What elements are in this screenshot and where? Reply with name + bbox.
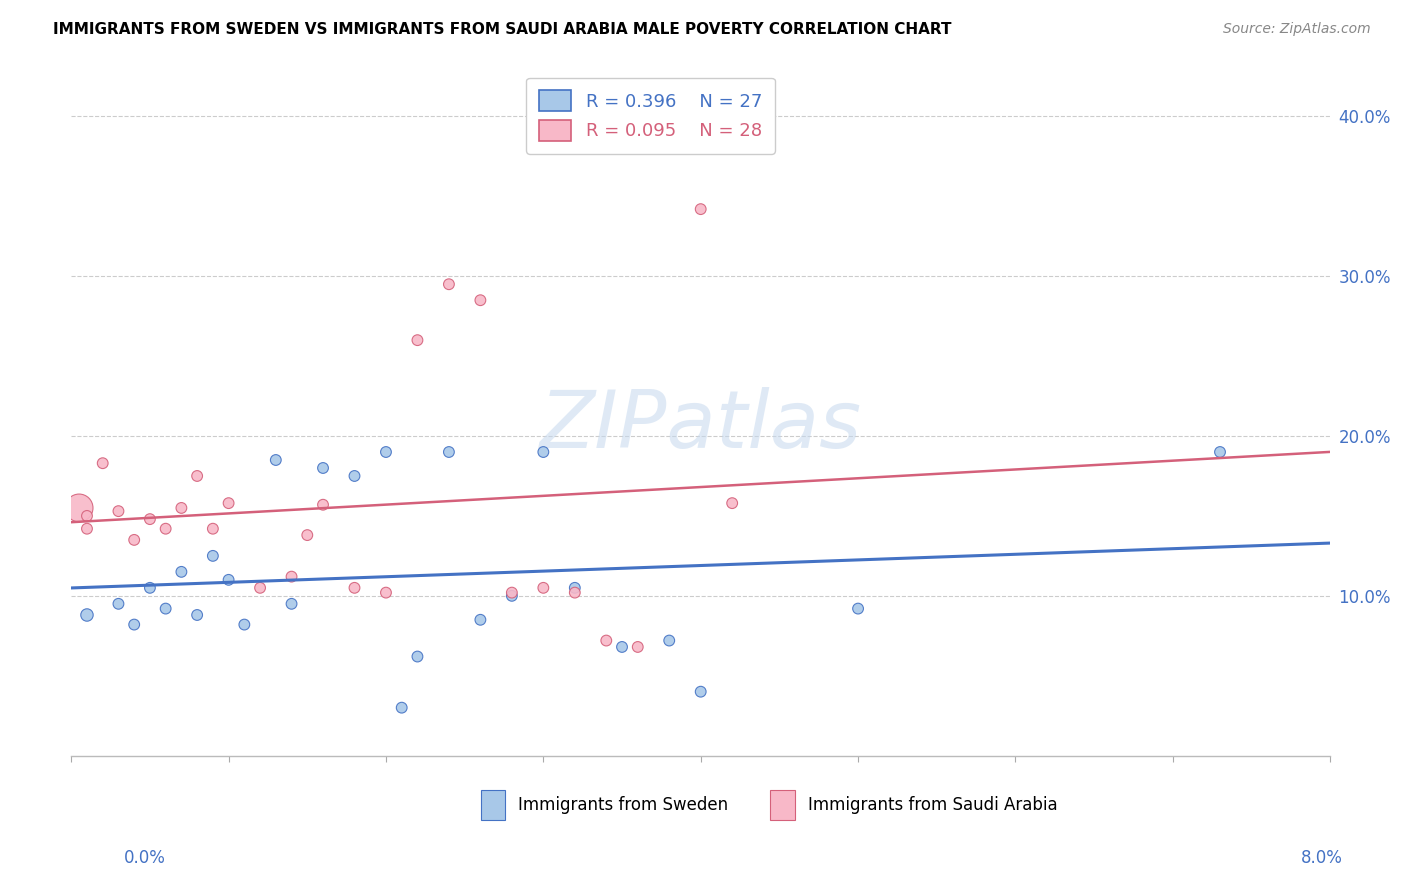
Point	[76, 522, 98, 536]
Point	[721, 496, 744, 510]
Legend: R = 0.396    N = 27, R = 0.095    N = 28: R = 0.396 N = 27, R = 0.095 N = 28	[526, 78, 775, 153]
Point	[155, 601, 177, 615]
Text: Immigrants from Saudi Arabia: Immigrants from Saudi Arabia	[807, 796, 1057, 814]
Point	[470, 613, 492, 627]
Point	[689, 684, 711, 698]
Point	[249, 581, 271, 595]
Point	[531, 445, 554, 459]
Point	[375, 585, 398, 599]
Text: 8.0%: 8.0%	[1301, 849, 1343, 867]
Point	[501, 585, 523, 599]
Point	[280, 569, 302, 583]
Point	[76, 607, 98, 622]
Point	[218, 573, 240, 587]
Point	[846, 601, 869, 615]
Point	[201, 522, 224, 536]
Point	[155, 522, 177, 536]
Text: Immigrants from Sweden: Immigrants from Sweden	[519, 796, 728, 814]
Point	[280, 597, 302, 611]
Point	[470, 293, 492, 308]
Point	[107, 597, 129, 611]
Point	[170, 500, 193, 515]
Point	[501, 589, 523, 603]
Text: Source: ZipAtlas.com: Source: ZipAtlas.com	[1223, 22, 1371, 37]
Point	[627, 640, 650, 654]
Point	[122, 533, 145, 547]
Point	[689, 202, 711, 216]
Point	[406, 649, 429, 664]
Point	[139, 581, 162, 595]
Point	[312, 498, 335, 512]
Point	[564, 585, 586, 599]
Point	[107, 504, 129, 518]
Point	[186, 607, 208, 622]
Point	[437, 445, 460, 459]
Point	[595, 633, 617, 648]
Point	[375, 445, 398, 459]
Point	[391, 700, 413, 714]
Point	[312, 461, 335, 475]
Text: ZIPatlas: ZIPatlas	[540, 387, 862, 465]
Point	[564, 581, 586, 595]
Point	[406, 333, 429, 347]
Point	[76, 508, 98, 523]
Point	[67, 500, 90, 515]
Text: 0.0%: 0.0%	[124, 849, 166, 867]
Point	[139, 512, 162, 526]
Point	[170, 565, 193, 579]
Point	[264, 453, 287, 467]
Point	[297, 528, 319, 542]
Point	[1209, 445, 1232, 459]
Point	[186, 469, 208, 483]
Point	[610, 640, 633, 654]
Point	[122, 617, 145, 632]
Point	[201, 549, 224, 563]
Point	[233, 617, 256, 632]
Point	[343, 469, 366, 483]
Text: IMMIGRANTS FROM SWEDEN VS IMMIGRANTS FROM SAUDI ARABIA MALE POVERTY CORRELATION : IMMIGRANTS FROM SWEDEN VS IMMIGRANTS FRO…	[53, 22, 952, 37]
Point	[343, 581, 366, 595]
Point	[437, 277, 460, 292]
Point	[658, 633, 681, 648]
Point	[218, 496, 240, 510]
Point	[531, 581, 554, 595]
Point	[91, 456, 114, 470]
